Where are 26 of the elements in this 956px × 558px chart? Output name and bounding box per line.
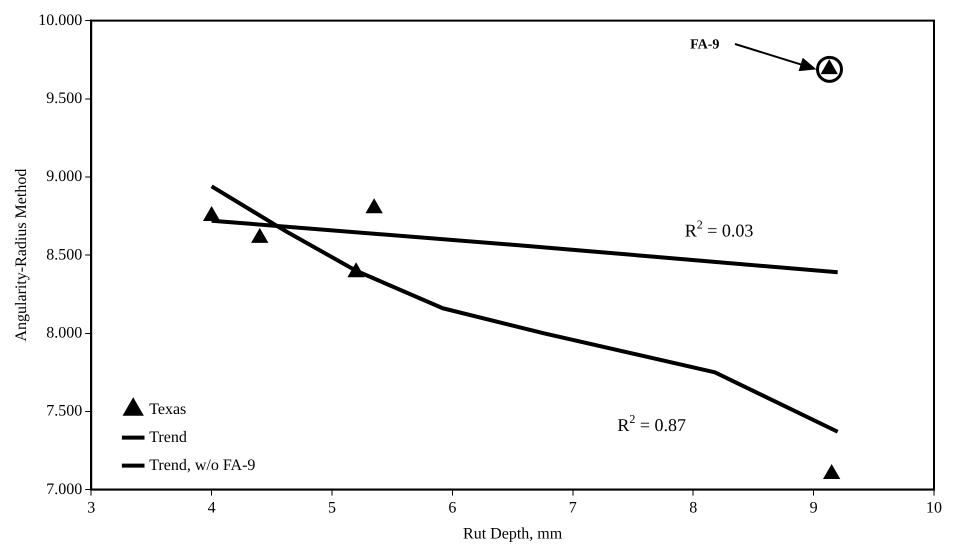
y-tick-label: 8.500 [46, 246, 82, 264]
x-tick-label: 3 [87, 499, 96, 516]
point [823, 464, 840, 479]
point [348, 262, 364, 278]
y-tick-label: 10.000 [38, 12, 82, 29]
legend-label: Trend [149, 428, 187, 446]
y-tick-label: 9.500 [46, 90, 82, 107]
x-tick-label: 8 [689, 499, 698, 516]
y-axis-title: Angularity-Radius Method [12, 168, 30, 342]
x-tick-label: 4 [208, 499, 216, 516]
x-tick-label: 5 [328, 499, 336, 516]
x-tick-label: 7 [568, 499, 577, 516]
point [203, 206, 220, 222]
x-tick-label: 10 [926, 499, 942, 516]
annotation: FA-9 [690, 38, 720, 53]
x-tick-label: 6 [448, 499, 456, 516]
x-tick-label: 9 [810, 499, 818, 516]
y-tick-label: 9.000 [46, 168, 82, 186]
y-tick-label: 8.000 [46, 324, 82, 342]
point [251, 228, 268, 243]
point [366, 198, 382, 214]
legend-label: Trend, w/o FA-9 [149, 456, 256, 474]
y-tick-label: 7.500 [46, 402, 82, 420]
y-tick-label: 7.000 [46, 480, 82, 498]
legend-label: Texas [149, 400, 186, 418]
x-axis-title: Rut Depth, mm [463, 526, 563, 543]
